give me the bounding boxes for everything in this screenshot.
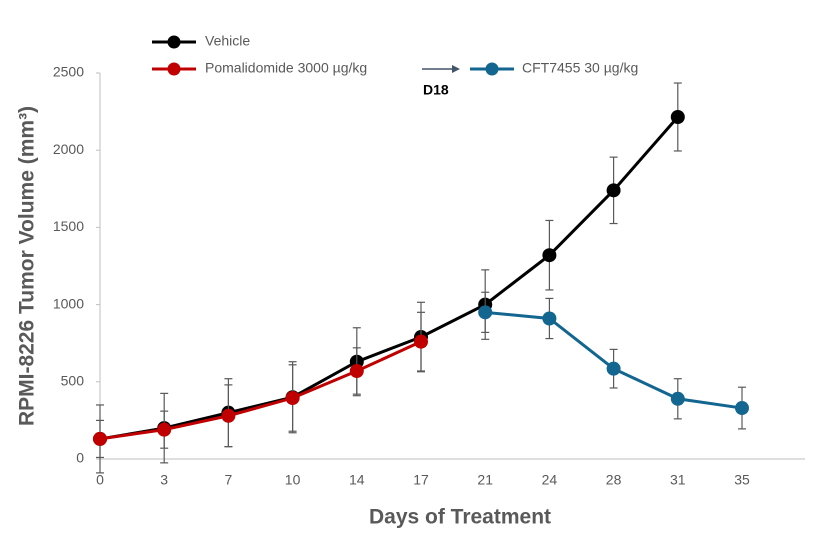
x-tick-label: 3 xyxy=(160,472,168,488)
series-line xyxy=(99,116,679,441)
point xyxy=(542,311,557,326)
y-tick-label: 1500 xyxy=(53,218,84,234)
x-axis-title: Days of Treatment xyxy=(369,506,551,529)
legend-arrowhead xyxy=(452,65,460,73)
y-tick-label: 500 xyxy=(61,373,85,389)
point xyxy=(542,248,557,263)
y-tick-label: 1000 xyxy=(53,295,84,311)
legend-label: CFT7455 30 µg/kg xyxy=(522,60,638,76)
x-tick-label: 10 xyxy=(285,472,301,488)
x-tick-label: 7 xyxy=(225,472,233,488)
point xyxy=(221,408,236,423)
point xyxy=(157,422,172,437)
point xyxy=(349,363,364,378)
point xyxy=(93,431,107,446)
x-tick-label: 21 xyxy=(477,472,493,488)
point xyxy=(606,361,621,376)
x-tick-label: 35 xyxy=(734,472,750,488)
legend-label: Pomalidomide 3000 µg/kg xyxy=(205,60,367,76)
point xyxy=(735,401,749,416)
series-line xyxy=(99,340,422,441)
legend-marker xyxy=(167,35,181,49)
point xyxy=(670,110,685,125)
y-axis-title: RPMI-8226 Tumor Volume (mm³) xyxy=(16,106,39,426)
point xyxy=(478,305,493,320)
annotation: D18 xyxy=(423,82,449,98)
x-tick-label: 14 xyxy=(349,472,365,488)
point xyxy=(606,183,621,198)
x-tick-label: 24 xyxy=(542,472,558,488)
point xyxy=(285,391,300,406)
x-tick-label: 17 xyxy=(413,472,429,488)
y-tick-label: 2000 xyxy=(53,141,84,157)
legend-marker xyxy=(485,62,499,76)
x-tick-label: 31 xyxy=(670,472,686,488)
legend-marker xyxy=(167,62,181,76)
x-tick-label: 0 xyxy=(96,472,104,488)
y-tick-label: 2500 xyxy=(53,64,84,80)
point xyxy=(670,391,685,406)
point xyxy=(414,334,428,349)
legend-label: Vehicle xyxy=(205,33,250,49)
x-tick-label: 28 xyxy=(606,472,622,488)
y-tick-label: 0 xyxy=(76,450,84,466)
